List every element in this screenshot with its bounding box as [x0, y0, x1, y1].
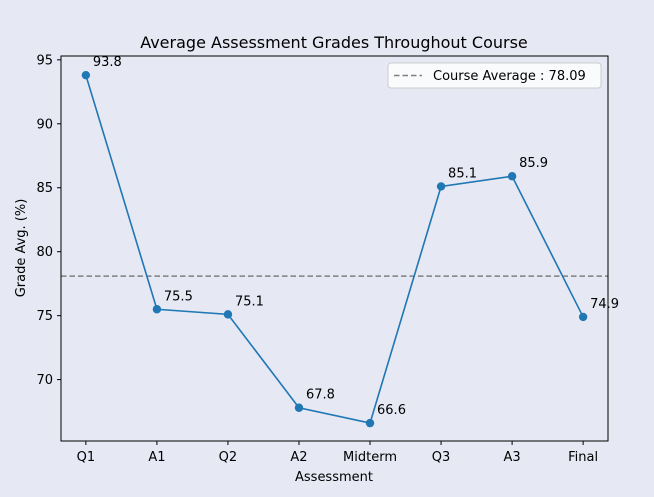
x-tick-label-a1: A1 — [148, 450, 165, 465]
data-label-q1: 93.8 — [93, 55, 122, 70]
data-point-final — [578, 312, 588, 322]
data-label-q2: 75.1 — [235, 294, 264, 309]
data-point-q2 — [223, 310, 233, 319]
x-axis-label: Assessment — [295, 470, 373, 485]
data-label-midterm: 66.6 — [377, 403, 406, 418]
data-point-q1 — [81, 70, 91, 80]
data-label-a2: 67.8 — [306, 388, 335, 403]
y-tick-label: 90 — [36, 117, 53, 132]
x-tick-label-q2: Q2 — [219, 450, 238, 465]
data-point-a2 — [294, 403, 304, 412]
data-point-a3 — [507, 172, 517, 181]
data-point-a1 — [152, 305, 162, 314]
plot-frame — [60, 55, 609, 442]
legend-box — [387, 62, 602, 89]
data-point-q3 — [436, 182, 446, 191]
x-tick-label-a3: A3 — [504, 450, 521, 465]
x-tick-label-q1: Q1 — [77, 450, 96, 465]
x-tick-label-q3: Q3 — [432, 450, 451, 465]
plot-area: 93.8 75.5 75.1 67.8 66.6 85.1 85.9 74.9 70 75 80 85… — [36, 53, 619, 465]
y-tick-label: 75 — [36, 309, 53, 324]
legend: Course Average : 78.09 — [387, 62, 602, 89]
data-label-q3: 85.1 — [448, 166, 477, 181]
y-axis-label: Grade Avg. (%) — [14, 199, 29, 298]
y-tick-label: 95 — [36, 53, 53, 68]
legend-entry-course-average: Course Average : 78.09 — [433, 69, 586, 84]
y-tick-label: 70 — [36, 373, 53, 388]
y-tick-label: 80 — [36, 245, 53, 260]
y-tick-label: 85 — [36, 181, 53, 196]
chart-title: Average Assessment Grades Throughout Cou… — [140, 33, 528, 52]
data-point-midterm — [365, 418, 375, 428]
series-line — [85, 74, 584, 425]
x-tick-label-a2: A2 — [290, 450, 307, 465]
x-tick-label-final: Final — [568, 450, 598, 465]
data-label-a1: 75.5 — [164, 289, 193, 304]
data-label-final: 74.9 — [590, 297, 619, 312]
data-label-a3: 85.9 — [519, 156, 548, 171]
x-tick-label-midterm: Midterm — [343, 450, 397, 465]
plot-background — [61, 56, 608, 441]
